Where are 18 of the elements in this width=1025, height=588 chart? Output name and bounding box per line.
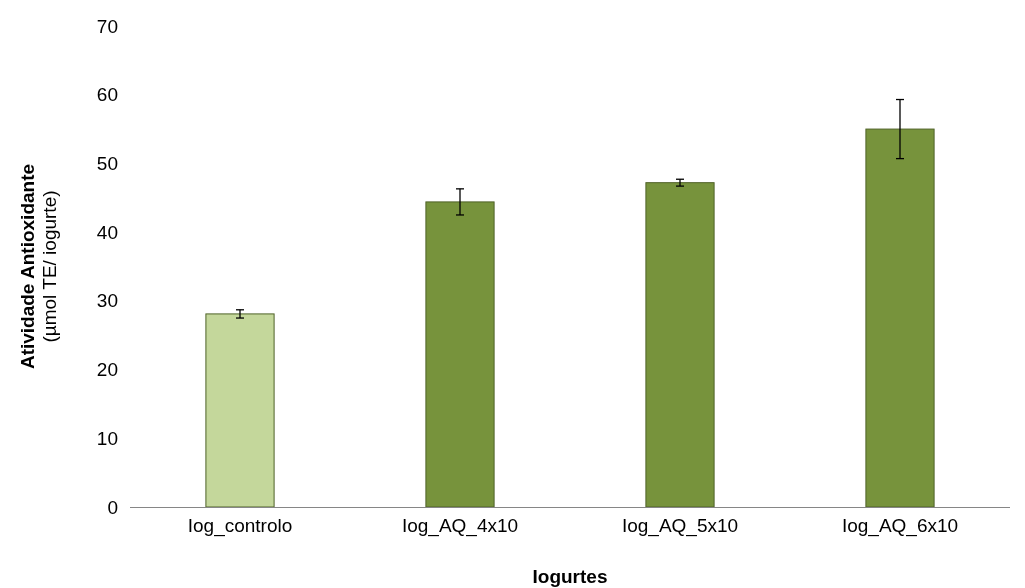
bar bbox=[205, 313, 275, 508]
y-tick-label: 0 bbox=[107, 496, 118, 518]
y-tick-label: 50 bbox=[96, 153, 118, 175]
y-tick-label: 60 bbox=[96, 84, 118, 106]
bar bbox=[645, 182, 715, 508]
bar bbox=[425, 201, 495, 508]
y-axis-title: Atividade Antioxidante (µmol TE/ iogurte) bbox=[17, 163, 60, 370]
x-axis-title: Iogurtes bbox=[532, 566, 608, 587]
y-tick-label: 20 bbox=[96, 359, 118, 381]
y-tick-label: 30 bbox=[96, 290, 118, 312]
bar bbox=[865, 128, 935, 508]
x-tick-label: Iog_AQ_6x10 bbox=[841, 515, 959, 538]
y-tick-label: 70 bbox=[96, 15, 118, 37]
x-tick-label: Iog_controlo bbox=[187, 515, 293, 538]
x-tick-label: Iog_AQ_4x10 bbox=[401, 515, 519, 538]
y-tick-label: 40 bbox=[96, 221, 118, 243]
y-tick-label: 10 bbox=[96, 427, 118, 449]
x-tick-label: Iog_AQ_5x10 bbox=[621, 515, 739, 538]
